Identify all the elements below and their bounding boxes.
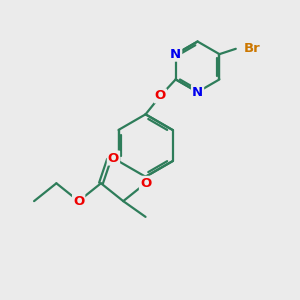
Text: O: O <box>108 152 119 164</box>
Text: O: O <box>140 177 151 190</box>
Text: N: N <box>192 85 203 98</box>
Text: Br: Br <box>244 42 261 55</box>
Text: N: N <box>170 48 181 61</box>
Text: O: O <box>155 89 166 102</box>
Text: O: O <box>73 195 84 208</box>
